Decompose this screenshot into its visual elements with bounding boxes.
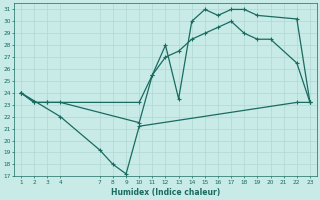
X-axis label: Humidex (Indice chaleur): Humidex (Indice chaleur): [111, 188, 220, 197]
